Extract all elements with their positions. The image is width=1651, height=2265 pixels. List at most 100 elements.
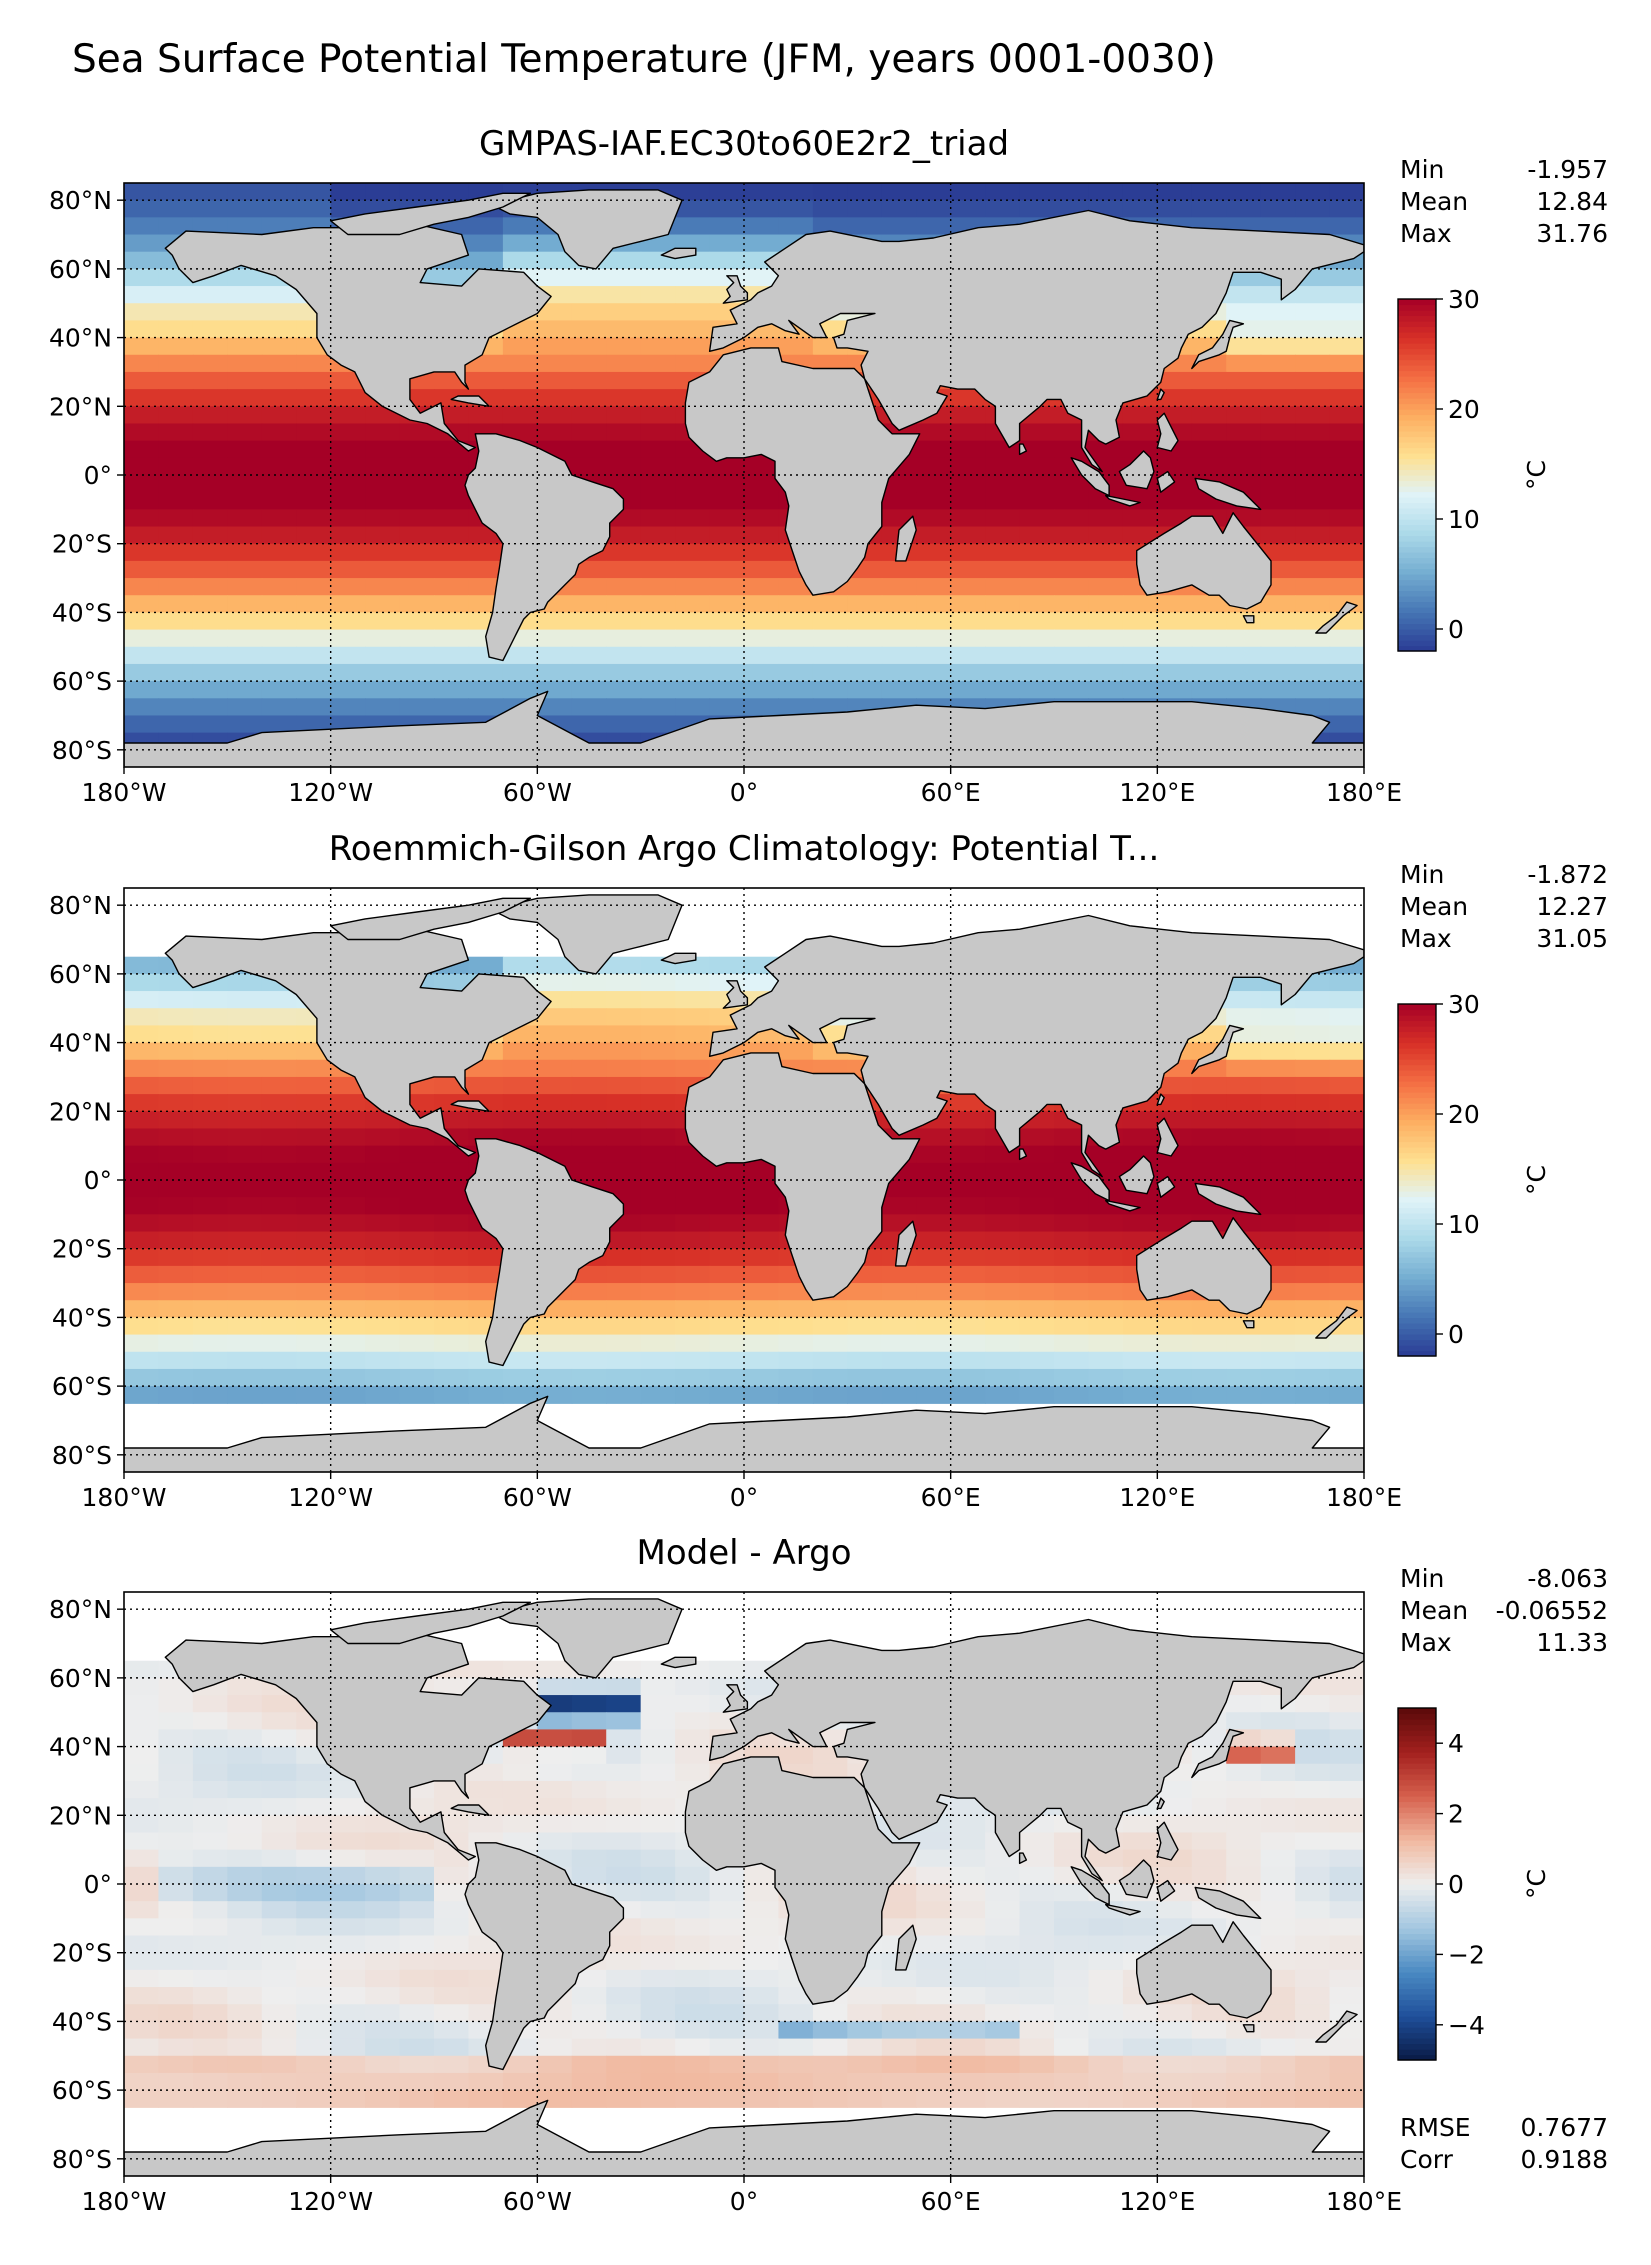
- data-cell: [1088, 2072, 1124, 2091]
- data-cell: [985, 509, 1021, 528]
- data-cell: [1226, 286, 1262, 304]
- data-cell: [158, 2004, 194, 2023]
- data-cell: [227, 371, 263, 390]
- land-mass: [495, 1598, 683, 1679]
- colorbar-segment: [1398, 464, 1436, 471]
- data-cell: [950, 492, 986, 510]
- data-cell: [1295, 1248, 1331, 1267]
- data-cell: [1295, 612, 1331, 631]
- data-cell: [675, 991, 711, 1009]
- land-mass: [722, 1684, 749, 1713]
- data-cell: [881, 646, 917, 665]
- data-cell: [1295, 1162, 1331, 1181]
- data-cell: [261, 1197, 297, 1215]
- data-cell: [1329, 698, 1364, 717]
- colorbar-segment: [1398, 513, 1436, 520]
- data-cell: [675, 1248, 711, 1267]
- colorbar-segment: [1398, 1301, 1436, 1308]
- data-cell: [606, 1283, 642, 1301]
- data-cell: [1295, 1386, 1331, 1404]
- data-cell: [640, 1214, 676, 1233]
- data-cell: [1122, 1128, 1158, 1147]
- data-cell: [296, 1884, 332, 1902]
- data-cell: [675, 337, 711, 356]
- colorbar-segment: [1398, 315, 1436, 322]
- data-cell: [158, 681, 194, 699]
- data-cell: [744, 1180, 780, 1198]
- data-cell: [158, 715, 194, 734]
- data-cell: [916, 475, 952, 493]
- data-cell: [606, 1334, 642, 1353]
- data-cell: [296, 1059, 332, 1078]
- data-cell: [1157, 389, 1193, 407]
- colorbar-tick-label: 4: [1448, 1729, 1464, 1758]
- data-cell: [1295, 1884, 1331, 1902]
- colorbar-segment: [1398, 2043, 1436, 2050]
- data-cell: [227, 286, 263, 304]
- data-cell: [606, 1746, 642, 1765]
- data-cell: [778, 629, 814, 648]
- data-cell: [1226, 612, 1262, 631]
- data-cell: [365, 578, 401, 596]
- data-cell: [124, 286, 160, 304]
- land-mass: [1018, 1852, 1028, 1865]
- land-mass: [1191, 1024, 1245, 1075]
- data-cell: [1226, 1798, 1262, 1816]
- data-cell: [606, 1076, 642, 1095]
- data-cell: [468, 560, 504, 579]
- data-cell: [158, 1884, 194, 1902]
- data-cell: [399, 1248, 435, 1267]
- data-cell: [124, 1162, 160, 1181]
- data-cell: [365, 1248, 401, 1267]
- data-cell: [1295, 1729, 1331, 1748]
- data-cell: [399, 492, 435, 510]
- data-cell: [296, 1987, 332, 2005]
- data-cell: [1329, 1334, 1364, 1353]
- data-cell: [812, 2072, 848, 2091]
- data-cell: [434, 1180, 470, 1198]
- y-tick-label: 80°N: [49, 891, 112, 920]
- data-cell: [744, 234, 780, 253]
- land-mass: [894, 1924, 917, 1971]
- data-cell: [778, 1368, 814, 1387]
- data-cell: [261, 389, 297, 407]
- data-cell: [434, 1317, 470, 1336]
- colorbar-segment: [1398, 1774, 1436, 1781]
- data-cell: [158, 389, 194, 407]
- data-cell: [1122, 1815, 1158, 1834]
- data-cell: [227, 1214, 263, 1233]
- data-cell: [227, 1128, 263, 1147]
- colorbar-segment: [1398, 1741, 1436, 1748]
- data-cell: [1226, 2055, 1262, 2074]
- data-cell: [950, 1317, 986, 1336]
- data-cell: [1191, 1866, 1227, 1885]
- data-cell: [640, 371, 676, 390]
- land-mass: [684, 1756, 921, 2005]
- data-cell: [158, 526, 194, 545]
- data-cell: [744, 1300, 780, 1319]
- data-cell: [192, 1094, 228, 1112]
- data-cell: [1088, 2021, 1124, 2040]
- land-mass: [1315, 1306, 1358, 1339]
- data-cell: [1329, 1815, 1364, 1834]
- data-cell: [365, 509, 401, 528]
- colorbar-segment: [1398, 1026, 1436, 1033]
- data-cell: [675, 1231, 711, 1250]
- data-cell: [571, 1111, 607, 1130]
- data-cell: [399, 1283, 435, 1301]
- data-cell: [675, 1214, 711, 1233]
- data-cell: [261, 1832, 297, 1851]
- data-cell: [1088, 1300, 1124, 1319]
- data-cell: [640, 320, 676, 339]
- data-cell: [606, 526, 642, 545]
- data-cell: [709, 1162, 745, 1181]
- data-cell: [434, 1918, 470, 1937]
- data-cell: [192, 389, 228, 407]
- data-cell: [744, 1368, 780, 1387]
- land-mass: [1070, 457, 1110, 497]
- data-cell: [158, 1076, 194, 1095]
- data-cell: [675, 303, 711, 322]
- data-cell: [227, 1729, 263, 1748]
- data-cell: [365, 1832, 401, 1851]
